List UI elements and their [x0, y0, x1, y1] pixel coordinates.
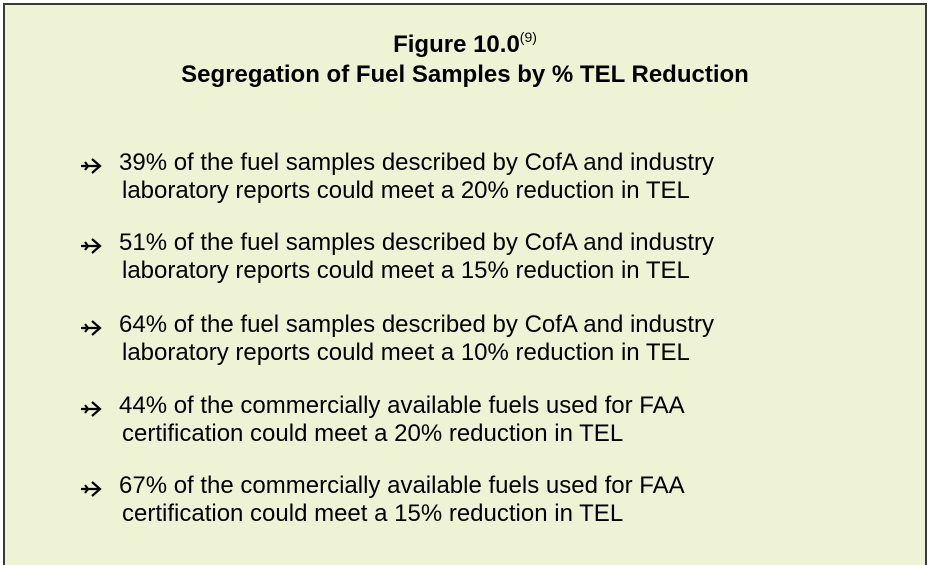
bullet-arrow [81, 238, 102, 254]
bullet-line: 64% of the fuel samples described by Cof… [119, 311, 715, 338]
bullet-line: 44% of the commercially available fuels … [119, 392, 685, 419]
bullet-line: certification could meet a 20% reduction… [122, 420, 624, 447]
arrow-shape [81, 158, 102, 174]
bullet-arrow [81, 401, 102, 417]
bullet-line: certification could meet a 15% reduction… [122, 500, 624, 527]
bullet-line: laboratory reports could meet a 10% redu… [122, 339, 690, 366]
bullet-line: laboratory reports could meet a 20% redu… [122, 177, 690, 204]
arrow-shape [81, 481, 102, 497]
bullet-line: 39% of the fuel samples described by Cof… [119, 149, 715, 176]
figure-reference: (9) [519, 29, 537, 45]
bullet-arrow [81, 320, 102, 336]
arrow-shape [81, 238, 102, 254]
bullet-line: laboratory reports could meet a 15% redu… [122, 257, 690, 284]
arrow-shape [81, 320, 102, 336]
figure-title: Segregation of Fuel Samples by % TEL Red… [181, 61, 749, 88]
bullet-arrow [81, 481, 102, 497]
figure-box: Figure 10.0(9) Segregation of Fuel Sampl… [3, 3, 927, 565]
bullet-line: 67% of the commercially available fuels … [119, 472, 685, 499]
bullet-line: 51% of the fuel samples described by Cof… [119, 229, 715, 256]
bullet-arrow [81, 158, 102, 174]
figure-label: Figure 10.0 [393, 31, 520, 58]
arrow-shape [81, 401, 102, 417]
figure-label-line: Figure 10.0(9) [5, 29, 925, 59]
